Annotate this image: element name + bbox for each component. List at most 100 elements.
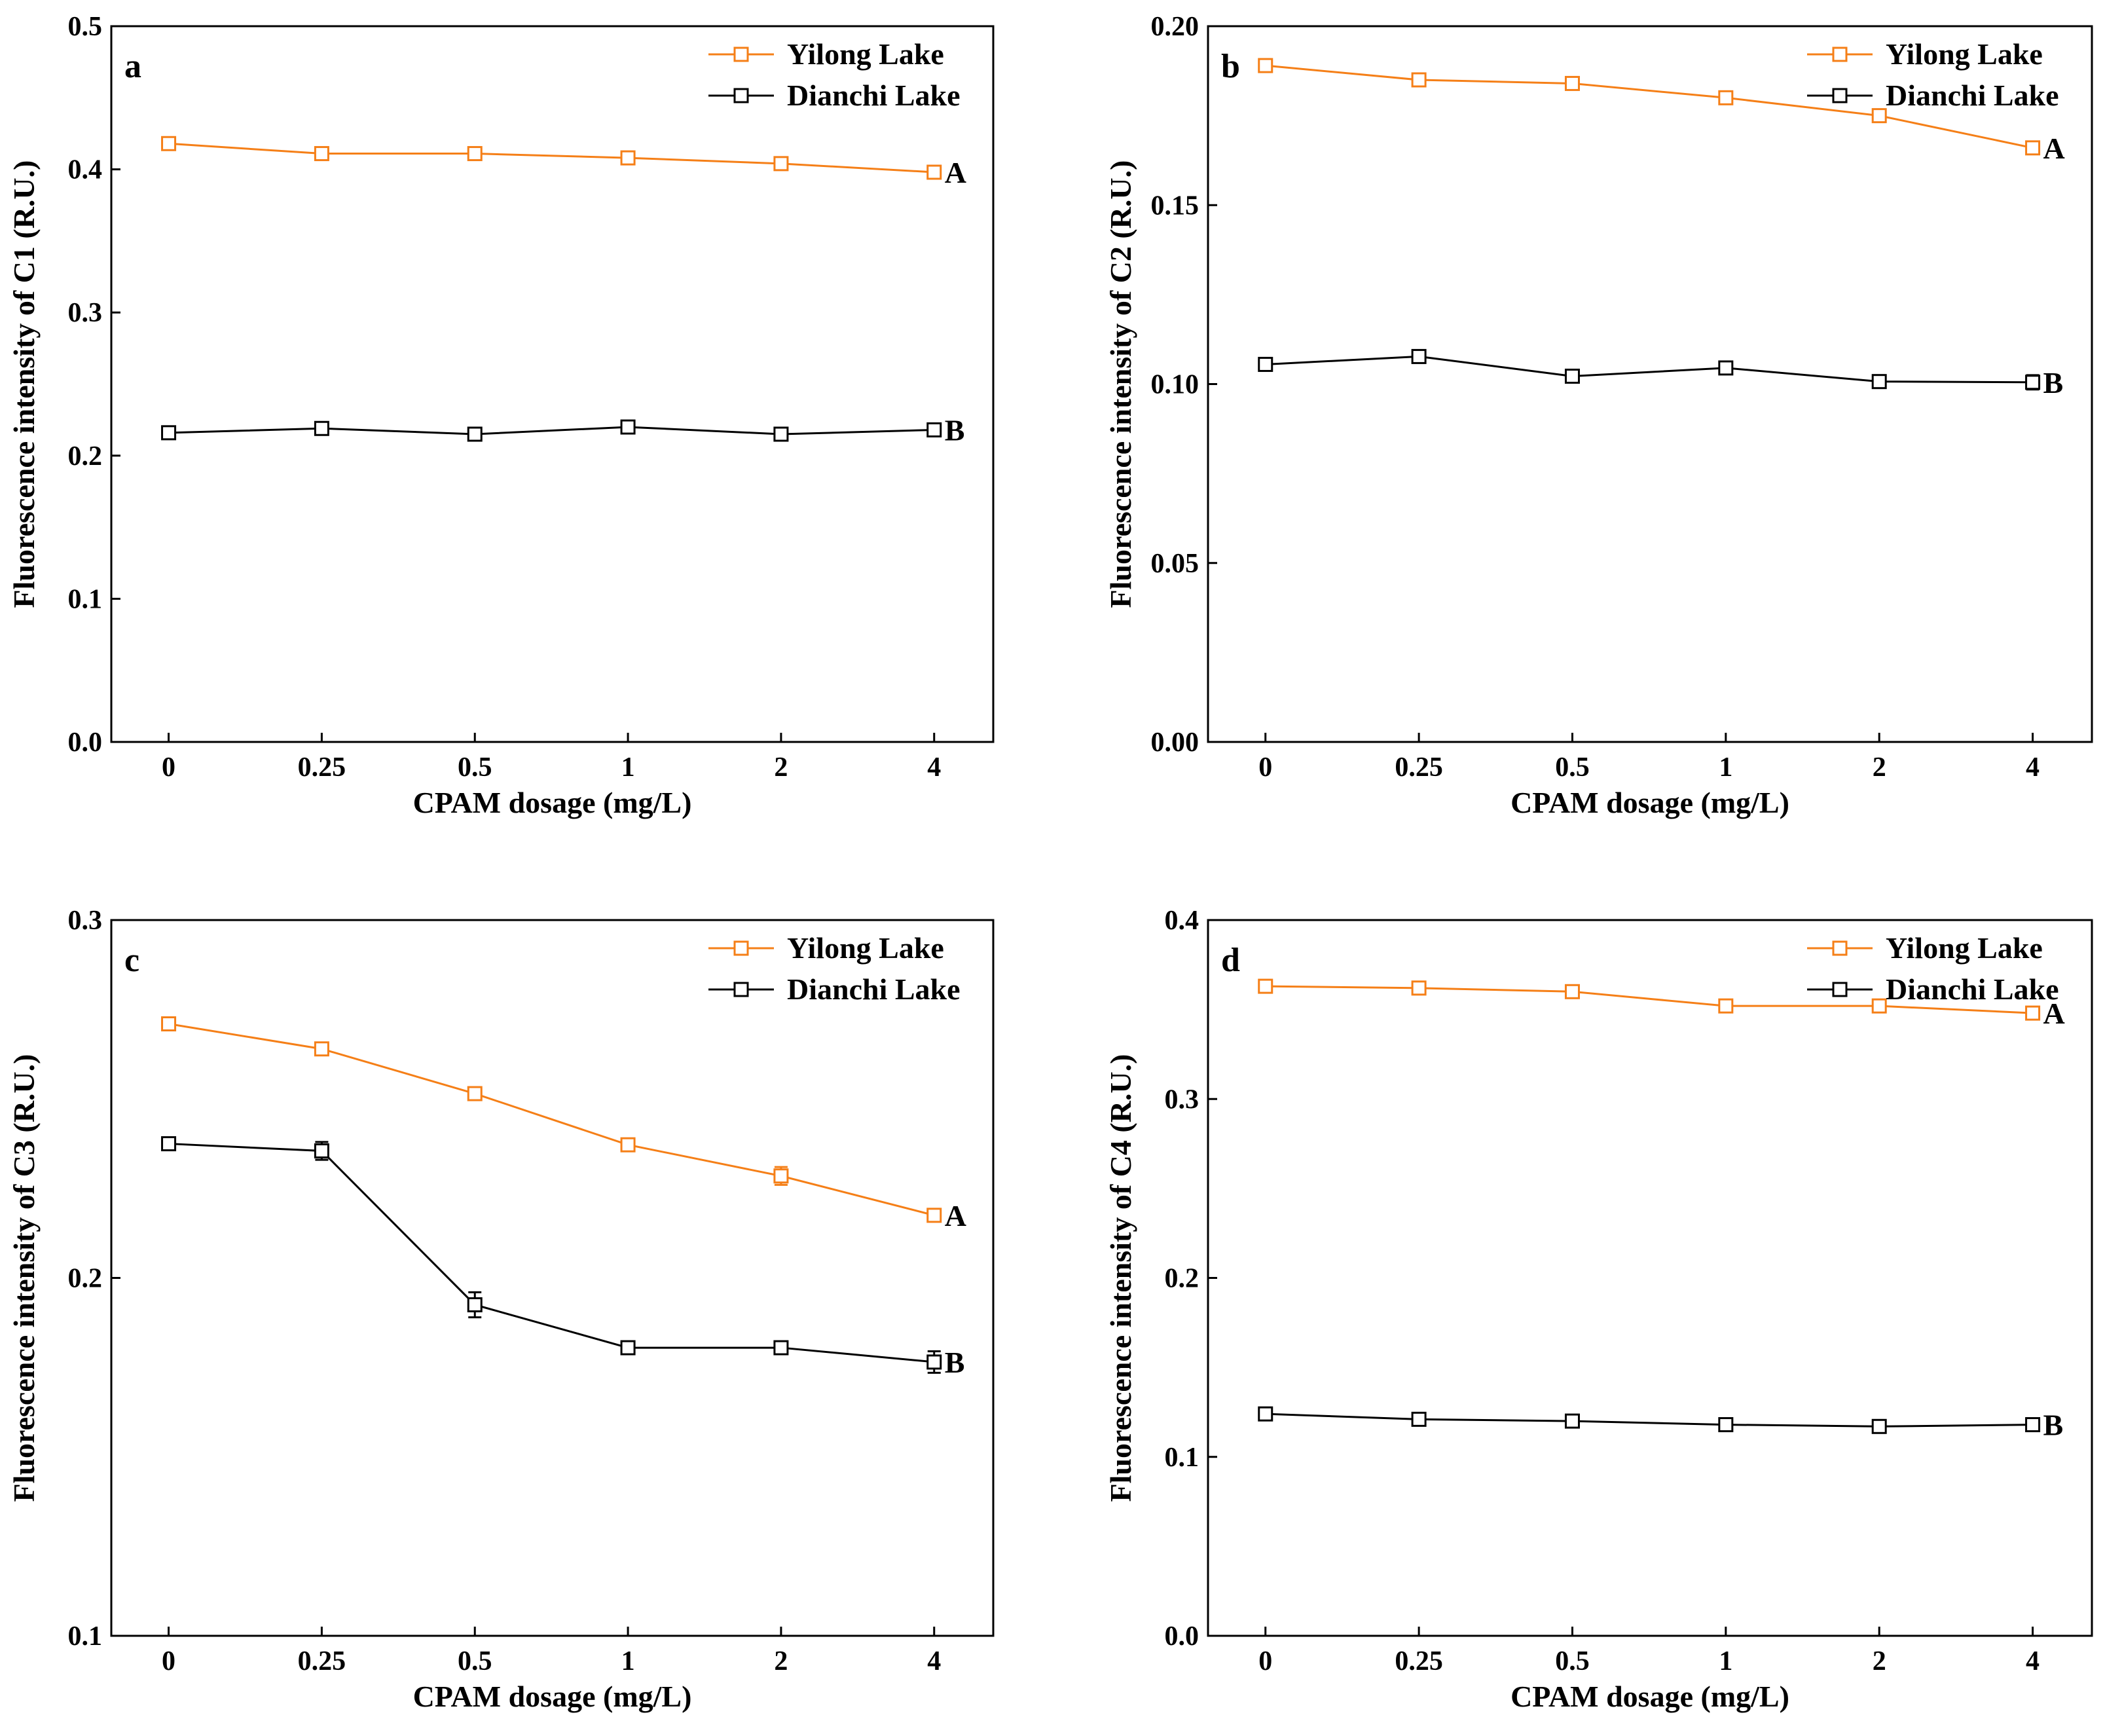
- y-tick-label: 0.20: [1151, 12, 1199, 42]
- series-yilong-lake: A: [161, 136, 966, 189]
- y-tick-label: 0.0: [1165, 1621, 1199, 1652]
- series-yilong-lake: A: [1258, 58, 2065, 165]
- data-point: [1871, 108, 1887, 124]
- legend-marker: [733, 88, 749, 103]
- legend-item: Dianchi Lake: [708, 972, 961, 1006]
- data-point: [1718, 998, 1734, 1014]
- x-tick-label: 0.25: [1395, 1646, 1443, 1676]
- data-point: [926, 1208, 942, 1223]
- data-point: [1871, 374, 1887, 390]
- legend-label: Yilong Lake: [787, 931, 944, 965]
- data-point: [1258, 356, 1273, 372]
- data-point: [2025, 140, 2041, 156]
- series-line: [168, 142, 934, 174]
- data-point: [1718, 1417, 1734, 1433]
- y-tick-label: 0.2: [68, 441, 103, 471]
- series-line: [1265, 64, 2033, 149]
- data-point: [1258, 978, 1273, 994]
- chart-panel-c: 0.1 0.2 0.3 0 0.25 0.5 1 2 4 CPAM dosage (mg/L) Fl…: [7, 906, 995, 1713]
- data-point: [1871, 998, 1887, 1014]
- data-point: [2025, 375, 2041, 390]
- data-point: [2025, 1005, 2041, 1021]
- x-axis-title: CPAM dosage (mg/L): [1510, 1680, 1789, 1713]
- x-tick-label: 4: [2026, 1646, 2040, 1676]
- x-tick-label: 0: [162, 1646, 175, 1676]
- legend-item: Yilong Lake: [1807, 931, 2043, 965]
- plot-frame: [1207, 919, 2093, 1637]
- x-tick-label: 0.5: [1555, 752, 1590, 783]
- x-tick-label: 0.25: [1395, 752, 1443, 783]
- legend-item: Yilong Lake: [708, 931, 944, 965]
- data-point: [314, 146, 329, 162]
- data-point: [467, 146, 483, 162]
- x-tick-label: 2: [1873, 1646, 1886, 1676]
- y-tick-label: 0.3: [1165, 1084, 1199, 1115]
- panel-letter: c: [124, 942, 139, 979]
- x-tick-label: 2: [774, 1646, 788, 1676]
- data-point: [926, 1354, 942, 1370]
- x-tick-label: 1: [621, 1646, 635, 1676]
- data-point: [1258, 58, 1273, 73]
- x-tick-label: 4: [2026, 752, 2040, 783]
- x-tick-label: 4: [927, 752, 941, 783]
- series-dianchi-lake: B: [1258, 348, 2064, 399]
- series-line: [168, 1143, 934, 1363]
- series-end-label: A: [945, 1199, 966, 1232]
- x-axis-title: CPAM dosage (mg/L): [1510, 786, 1789, 819]
- data-point: [1258, 1406, 1273, 1422]
- x-tick-label: 0.5: [1555, 1646, 1590, 1676]
- legend-marker: [733, 940, 749, 956]
- data-point: [1564, 1413, 1580, 1429]
- x-axis-title: CPAM dosage (mg/L): [413, 786, 692, 819]
- y-tick-label: 0.15: [1151, 191, 1199, 221]
- chart-panel-d: 0.0 0.1 0.2 0.3 0.4 0 0.25 0.5 1 2 4 CPAM dosage (m…: [1104, 906, 2093, 1713]
- series-line: [1265, 1413, 2033, 1428]
- series-end-label: A: [2043, 997, 2065, 1030]
- data-point: [161, 136, 177, 151]
- series-line: [168, 1023, 935, 1217]
- panel-letter: b: [1221, 48, 1240, 85]
- legend-item: Dianchi Lake: [708, 79, 961, 112]
- data-point: [314, 420, 329, 436]
- series-end-label: B: [2043, 366, 2064, 399]
- x-tick-label: 4: [927, 1646, 941, 1676]
- data-point: [2025, 1417, 2041, 1433]
- data-point: [620, 419, 636, 435]
- plot-frame: [110, 919, 995, 1637]
- series-end-label: A: [945, 156, 966, 189]
- x-tick-label: 0: [1258, 1646, 1272, 1676]
- y-axis-title: Fluorescence intensity of C4 (R.U.): [1104, 1054, 1137, 1502]
- series-dianchi-lake: B: [161, 1136, 965, 1379]
- data-point: [773, 1168, 789, 1184]
- x-tick-label: 0: [1258, 752, 1272, 783]
- legend-label: Yilong Lake: [1886, 931, 2043, 965]
- x-tick-label: 0: [162, 752, 175, 783]
- legend-marker: [733, 46, 749, 62]
- data-point: [161, 1136, 177, 1152]
- y-tick-label: 0.00: [1151, 728, 1199, 758]
- data-point: [161, 425, 177, 441]
- data-point: [773, 1340, 789, 1356]
- data-point: [314, 1143, 329, 1158]
- legend-marker: [1832, 46, 1848, 62]
- y-tick-label: 0.10: [1151, 370, 1199, 400]
- series-yilong-lake: A: [161, 1016, 966, 1232]
- y-tick-label: 0.1: [68, 1621, 103, 1652]
- x-tick-label: 2: [774, 752, 788, 783]
- chart-panel-b: 0.00 0.05 0.10 0.15 0.20 0 0.25 0.5 1 2 4 CPAM dosa…: [1104, 12, 2093, 819]
- y-tick-label: 0.1: [1165, 1443, 1199, 1473]
- data-point: [620, 1340, 636, 1356]
- data-point: [620, 1137, 636, 1153]
- panel-letter: d: [1221, 942, 1240, 979]
- y-tick-label: 0.05: [1151, 549, 1199, 579]
- y-axis-title: Fluorescence intensity of C3 (R.U.): [7, 1054, 41, 1502]
- legend-marker: [733, 982, 749, 997]
- data-point: [926, 422, 942, 437]
- legend-label: Yilong Lake: [787, 37, 944, 71]
- series-end-label: B: [945, 1346, 965, 1379]
- legend-marker: [1832, 88, 1848, 103]
- legend-item: Yilong Lake: [708, 37, 944, 71]
- y-tick-label: 0.1: [68, 584, 103, 614]
- y-tick-label: 0.4: [68, 155, 103, 185]
